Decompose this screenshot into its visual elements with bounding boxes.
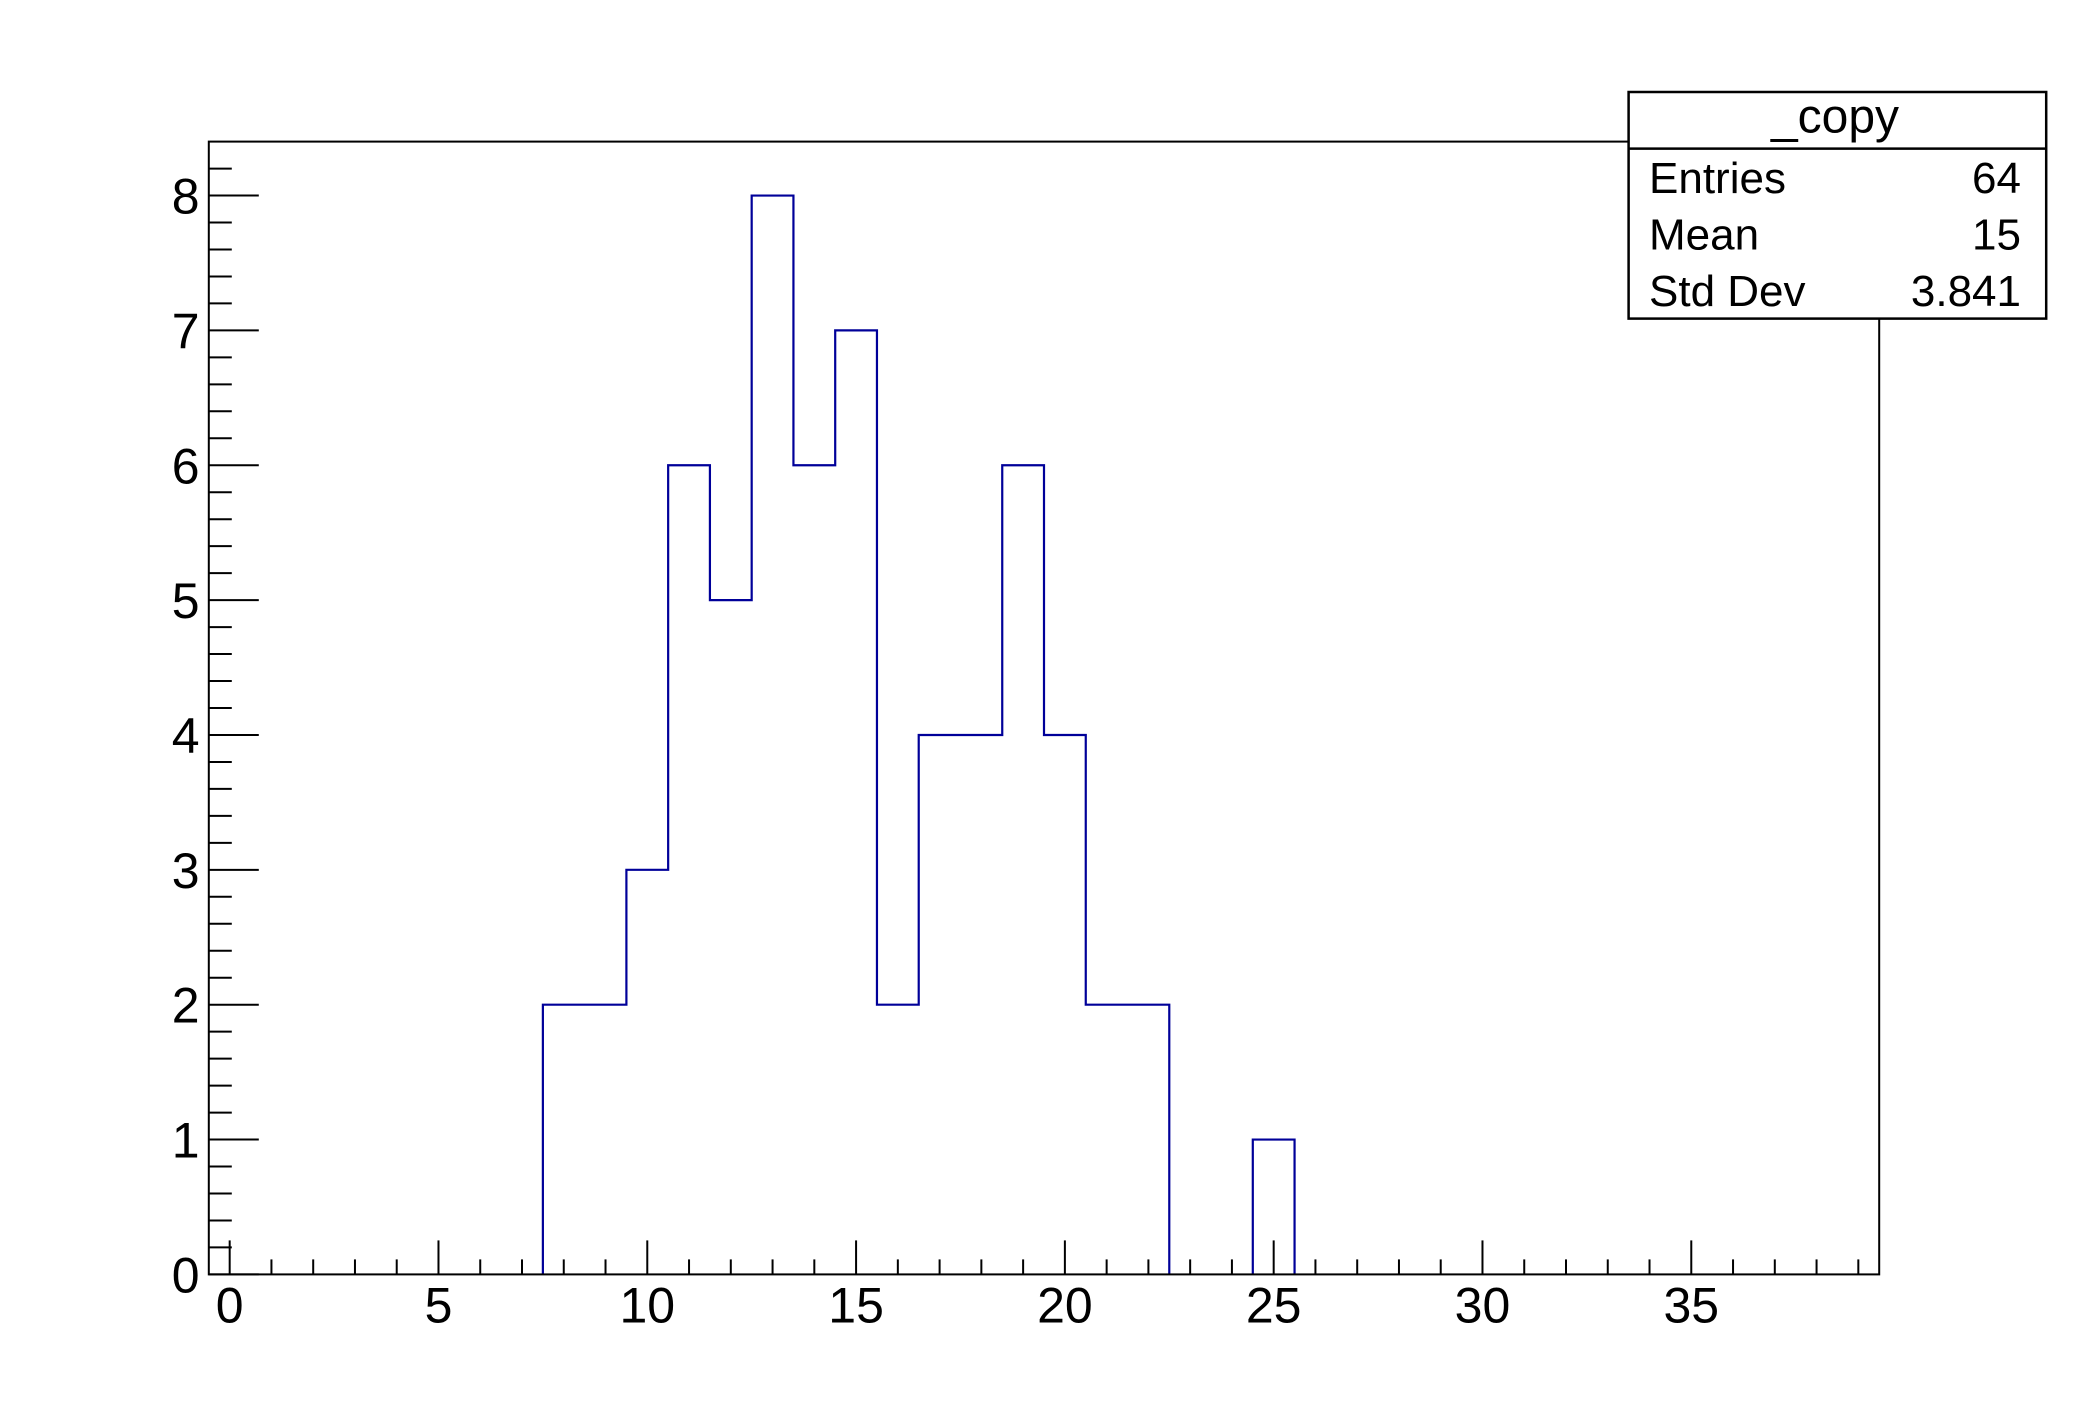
plot-area: 0 5 10 15 20 25 30 35 0 1 2 3 4 5 6 7 8 bbox=[172, 167, 1860, 1333]
stats-mean-value: 15 bbox=[1972, 211, 2021, 260]
y-tick-label: 7 bbox=[172, 303, 200, 359]
stats-entries-label: Entries bbox=[1649, 154, 1786, 203]
y-tick-label: 5 bbox=[172, 573, 200, 629]
stats-box: _copy Entries 64 Mean 15 Std Dev 3.841 bbox=[1627, 90, 2048, 320]
histogram-step-line bbox=[541, 194, 1296, 1275]
stats-stddev-label: Std Dev bbox=[1649, 267, 1806, 316]
y-tick-label: 0 bbox=[172, 1247, 200, 1303]
x-tick-label: 5 bbox=[425, 1277, 453, 1333]
stats-stddev-value: 3.841 bbox=[1911, 267, 2021, 316]
x-tick-label: 25 bbox=[1246, 1277, 1302, 1333]
stats-box-title: _copy bbox=[1770, 91, 1899, 144]
y-tick-label: 6 bbox=[172, 438, 200, 494]
y-tick-label: 1 bbox=[172, 1113, 200, 1169]
y-tick-label: 8 bbox=[172, 169, 200, 225]
stats-entries-value: 64 bbox=[1972, 154, 2021, 203]
x-tick-label: 35 bbox=[1663, 1277, 1719, 1333]
y-tick-label: 3 bbox=[172, 843, 200, 899]
plot-frame bbox=[207, 140, 1881, 1276]
x-tick-label: 0 bbox=[216, 1277, 244, 1333]
x-tick-label: 30 bbox=[1455, 1277, 1511, 1333]
stats-box-frame bbox=[1627, 90, 2048, 320]
x-tick-label: 20 bbox=[1037, 1277, 1093, 1333]
x-tick-label: 10 bbox=[619, 1277, 675, 1333]
x-tick-label: 15 bbox=[828, 1277, 884, 1333]
stats-mean-label: Mean bbox=[1649, 211, 1759, 260]
y-tick-label: 2 bbox=[172, 978, 200, 1034]
y-tick-label: 4 bbox=[172, 708, 200, 764]
